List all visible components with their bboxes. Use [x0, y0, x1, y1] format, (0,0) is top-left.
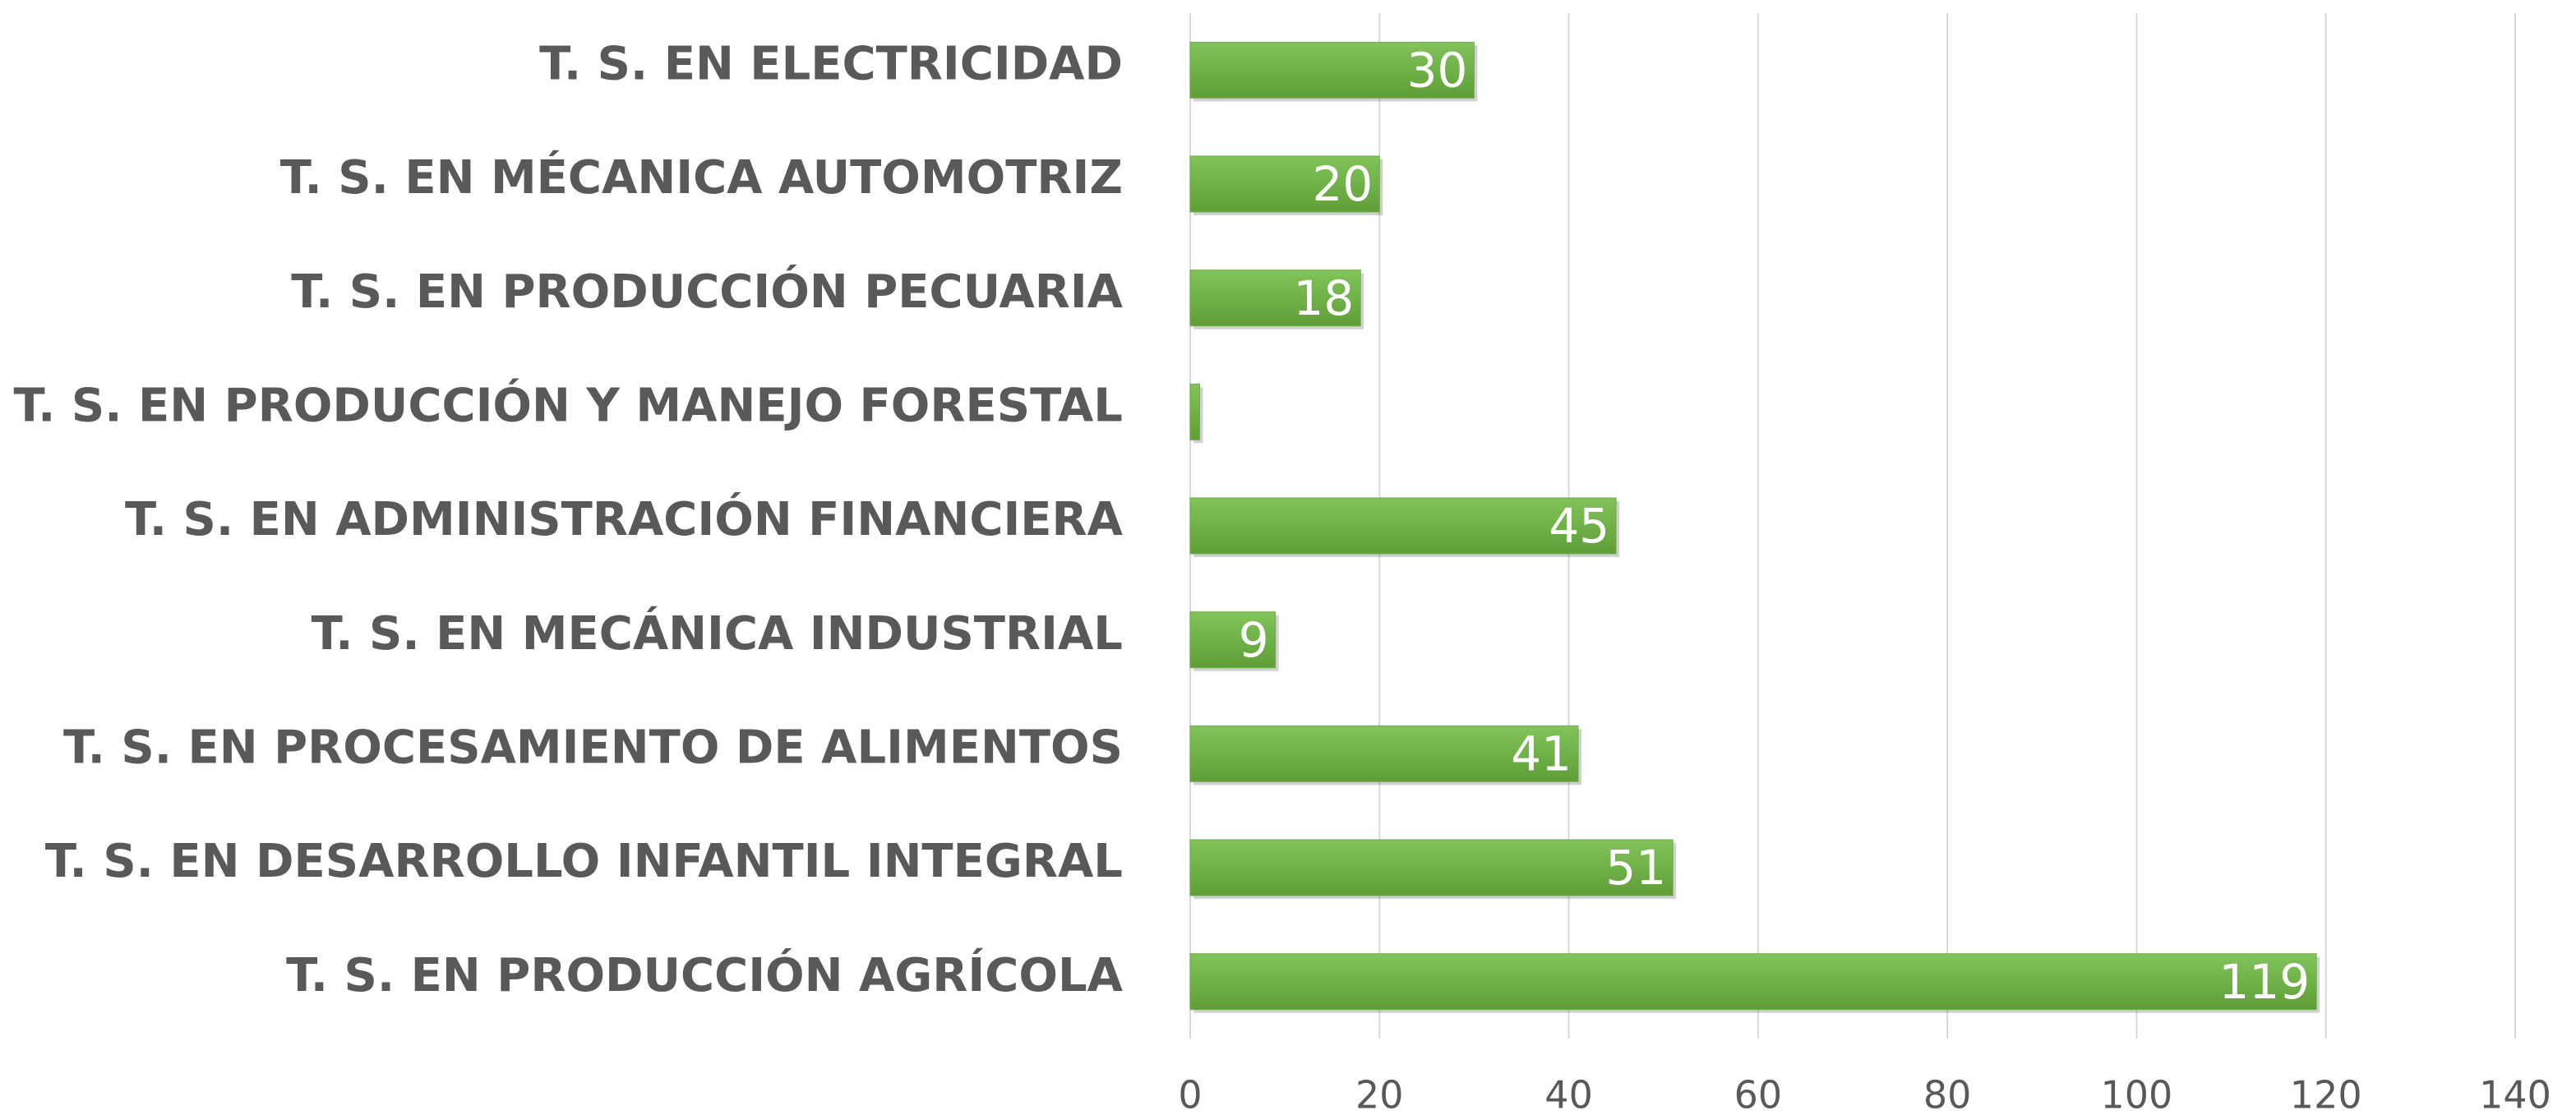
y-tick-label: T. S. EN PROCESAMIENTO DE ALIMENTOS [63, 721, 1123, 774]
y-tick-label: T. S. EN ADMINISTRACIÓN FINANCIERA [125, 493, 1124, 546]
y-tick-label: T. S. EN PRODUCCIÓN PECUARIA [291, 265, 1123, 319]
x-tick-label: 100 [2101, 1073, 2173, 1115]
bar [1189, 725, 1579, 782]
bar [1189, 497, 1617, 555]
data-label: 18 [1293, 270, 1354, 326]
bar [1189, 383, 1201, 440]
bar [1189, 270, 1361, 327]
data-label: 1 [1163, 384, 1193, 440]
data-label: 51 [1605, 840, 1666, 896]
data-label: 30 [1407, 42, 1468, 98]
y-tick-label: T. S. EN ELECTRICIDAD [539, 37, 1123, 90]
data-label: 45 [1549, 498, 1609, 554]
y-tick-label: T. S. EN PRODUCCIÓN Y MANEJO FORESTAL [13, 379, 1123, 432]
x-tick-label: 80 [1923, 1073, 1972, 1115]
data-label: 41 [1511, 726, 1572, 781]
y-tick-label: T. S. EN MÉCANICA AUTOMOTRIZ [280, 150, 1123, 205]
y-tick-label: T. S. EN PRODUCCIÓN AGRÍCOLA [286, 948, 1124, 1002]
x-tick-label: 60 [1734, 1073, 1783, 1115]
x-tick-label: 0 [1178, 1073, 1202, 1115]
bar [1189, 41, 1475, 99]
y-tick-label: T. S. EN MECÁNICA INDUSTRIAL [312, 607, 1123, 661]
x-tick-label: 40 [1544, 1073, 1593, 1115]
x-tick-label: 120 [2290, 1073, 2362, 1115]
y-tick-label: T. S. EN DESARROLLO INFANTIL INTEGRAL [45, 835, 1123, 888]
data-label: 119 [2218, 954, 2310, 1010]
bar [1189, 839, 1673, 896]
bar [1189, 611, 1276, 669]
bar [1189, 155, 1380, 213]
data-label: 20 [1312, 156, 1373, 212]
bar [1189, 953, 2317, 1011]
x-tick-label: 20 [1355, 1073, 1404, 1115]
x-tick-label: 140 [2479, 1073, 2551, 1115]
data-label: 9 [1239, 612, 1269, 668]
